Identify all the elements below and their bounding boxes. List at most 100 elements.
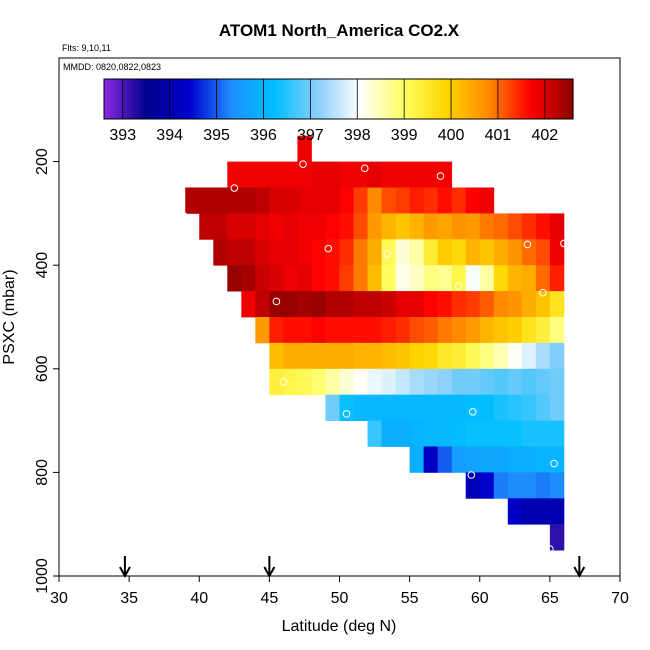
colorbar-swatch — [134, 79, 139, 119]
colorbar-swatch — [244, 79, 249, 119]
heatmap-cell — [493, 420, 509, 447]
colorbar-swatch — [278, 79, 283, 119]
sample-point — [523, 240, 532, 249]
colorbar-swatch — [301, 79, 306, 119]
colorbar-swatch — [291, 79, 296, 119]
heatmap-cell — [423, 317, 439, 344]
heatmap-cell — [367, 394, 382, 421]
heatmap-cell — [479, 472, 495, 499]
heatmap-cell — [311, 291, 326, 318]
heatmap-cell — [395, 317, 411, 344]
heatmap-cell — [241, 161, 256, 188]
heatmap-cell — [297, 317, 312, 344]
heatmap-cell — [339, 317, 354, 344]
heatmap-cell — [451, 291, 467, 318]
colorbar-swatch — [472, 79, 477, 119]
colorbar-tick-label: 399 — [391, 127, 418, 144]
heatmap-cell — [381, 394, 396, 421]
colorbar-swatch — [445, 79, 450, 119]
heatmap-cell — [367, 213, 382, 240]
heatmap-cell — [521, 317, 537, 344]
heatmap-cell — [283, 239, 298, 266]
heatmap-cell — [549, 420, 565, 447]
heatmap-cell — [353, 317, 368, 344]
colorbar-swatch — [485, 79, 490, 119]
heatmap-cell — [521, 472, 537, 499]
colorbar-swatch — [248, 79, 252, 119]
heatmap-cell — [465, 265, 481, 292]
heatmap-cell — [297, 187, 312, 214]
heatmap-cell — [283, 265, 298, 292]
sample-point — [436, 172, 445, 180]
colorbar-tick-label: 401 — [485, 127, 512, 144]
x-axis: 30 35 40 45 50 55 60 65 70 — [50, 576, 629, 607]
heatmap-cell — [395, 368, 411, 396]
colorbar-swatch — [519, 79, 524, 119]
heatmap-cell — [409, 239, 425, 266]
heatmap-cell — [521, 368, 537, 396]
colorbar-swatch — [395, 79, 400, 119]
heatmap-cell — [395, 187, 411, 214]
colorbar-swatch — [539, 79, 544, 119]
heatmap-cell — [297, 265, 312, 292]
heatmap-cell — [409, 446, 425, 473]
colorbar-swatch — [298, 79, 303, 119]
heatmap-cell — [325, 213, 340, 240]
heatmap-cell — [521, 498, 537, 525]
heatmap-cell — [493, 472, 509, 499]
heatmap-cell — [367, 239, 382, 266]
heatmap-cell — [423, 213, 439, 240]
heatmap-cell — [549, 239, 565, 266]
heatmap-cell — [437, 239, 453, 266]
colorbar-swatch — [124, 79, 129, 119]
heatmap-cell — [479, 368, 495, 396]
heatmap-cell — [339, 161, 354, 188]
heatmap-cell — [395, 161, 411, 188]
x-axis-label: Latitude (deg N) — [282, 618, 397, 635]
colorbar-swatch — [348, 79, 353, 119]
heatmap-cell — [353, 161, 368, 188]
colorbar-swatch — [412, 79, 417, 119]
colorbar-swatch — [566, 79, 571, 119]
heatmap-cell — [437, 446, 453, 473]
heatmap-cell — [479, 342, 495, 370]
colorbar-swatch — [502, 79, 507, 119]
heatmap-cell — [367, 265, 382, 292]
heatmap-cell — [479, 394, 495, 421]
heatmap-cell — [269, 368, 284, 396]
heatmap-cell — [325, 317, 340, 344]
heatmap-cell — [297, 161, 312, 188]
y-tick-label: 1000 — [34, 558, 51, 594]
heatmap-cell — [255, 187, 270, 214]
x-tick-label: 40 — [190, 590, 208, 607]
heatmap-cell — [353, 239, 368, 266]
colorbar-swatch — [130, 79, 135, 119]
colorbar-swatch — [415, 79, 420, 119]
sample-point — [383, 250, 391, 258]
x-tick-label: 50 — [331, 590, 349, 607]
colorbar-swatch — [318, 79, 323, 119]
heatmap-cell — [423, 291, 439, 318]
heatmap-cell — [493, 239, 509, 266]
heatmap-cell — [353, 213, 368, 240]
heatmap-cell — [367, 317, 382, 344]
heatmap-cell — [381, 239, 396, 266]
colorbar-swatch — [479, 79, 484, 119]
heatmap-cell — [227, 265, 242, 292]
heatmap-cell — [451, 239, 467, 266]
heatmap-cell — [297, 213, 312, 240]
colorbar-swatch — [107, 79, 112, 119]
colorbar-swatch — [140, 79, 145, 119]
sample-point — [546, 545, 554, 553]
heatmap-cell — [423, 446, 439, 473]
colorbar-swatch — [174, 79, 179, 119]
sample-point — [360, 164, 369, 173]
colorbar-swatch — [254, 79, 259, 119]
heatmap-cell — [521, 342, 537, 370]
colorbar-swatch — [492, 79, 497, 119]
colorbar-swatch — [516, 79, 520, 119]
colorbar-swatch — [264, 79, 269, 119]
heatmap-cell — [395, 291, 411, 318]
colorbar-swatch — [294, 79, 299, 119]
heatmap-cell — [367, 187, 382, 214]
